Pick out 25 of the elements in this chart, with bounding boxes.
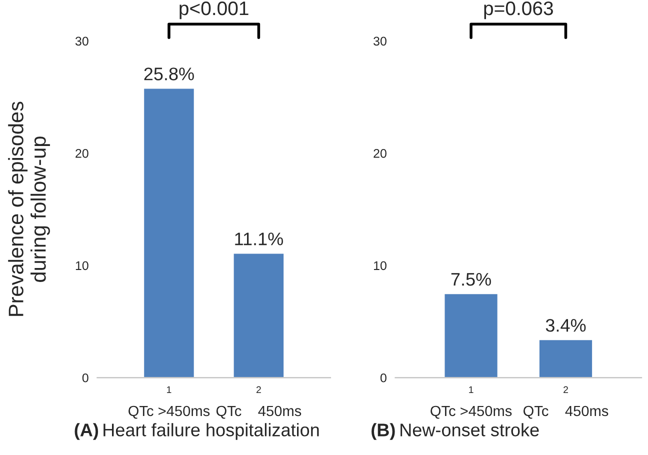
text: p<0.001: [180, 1, 248, 20]
text: QTc 450ms: [216, 406, 302, 419]
y-tick-label: 0: [380, 373, 386, 382]
data-label: 25.8%: [144, 68, 194, 80]
text: QTc 450ms: [523, 406, 608, 419]
y-axis-title: Prevalence of episodes during follow-up: [8, 102, 50, 316]
y-tick-label: 20: [374, 148, 386, 158]
y-tick-label: 30: [374, 36, 386, 46]
x-axis-title: (B) New-onset stroke: [372, 423, 539, 440]
data-label: 3.4%: [546, 318, 586, 332]
x-axis-title: (A) Heart failure hospitalization: [74, 423, 319, 440]
y-tick-label: 10: [76, 261, 88, 270]
y-tick-label: 0: [82, 373, 88, 382]
text: QTc >450ms: [128, 406, 210, 419]
x-tick-label: 1: [167, 386, 172, 394]
y-tick-label: 20: [76, 148, 88, 158]
data-label: 7.5%: [451, 273, 491, 286]
x-tick-label: 2: [256, 386, 261, 394]
data-label: 11.1%: [235, 232, 283, 246]
text: p=0.063: [484, 1, 553, 20]
y-tick-label: 10: [374, 261, 386, 270]
x-tick-label: 1: [469, 386, 474, 394]
y-tick-label: 30: [75, 36, 88, 46]
x-tick-label: 2: [564, 386, 568, 394]
text: QTc >450ms: [430, 406, 512, 419]
